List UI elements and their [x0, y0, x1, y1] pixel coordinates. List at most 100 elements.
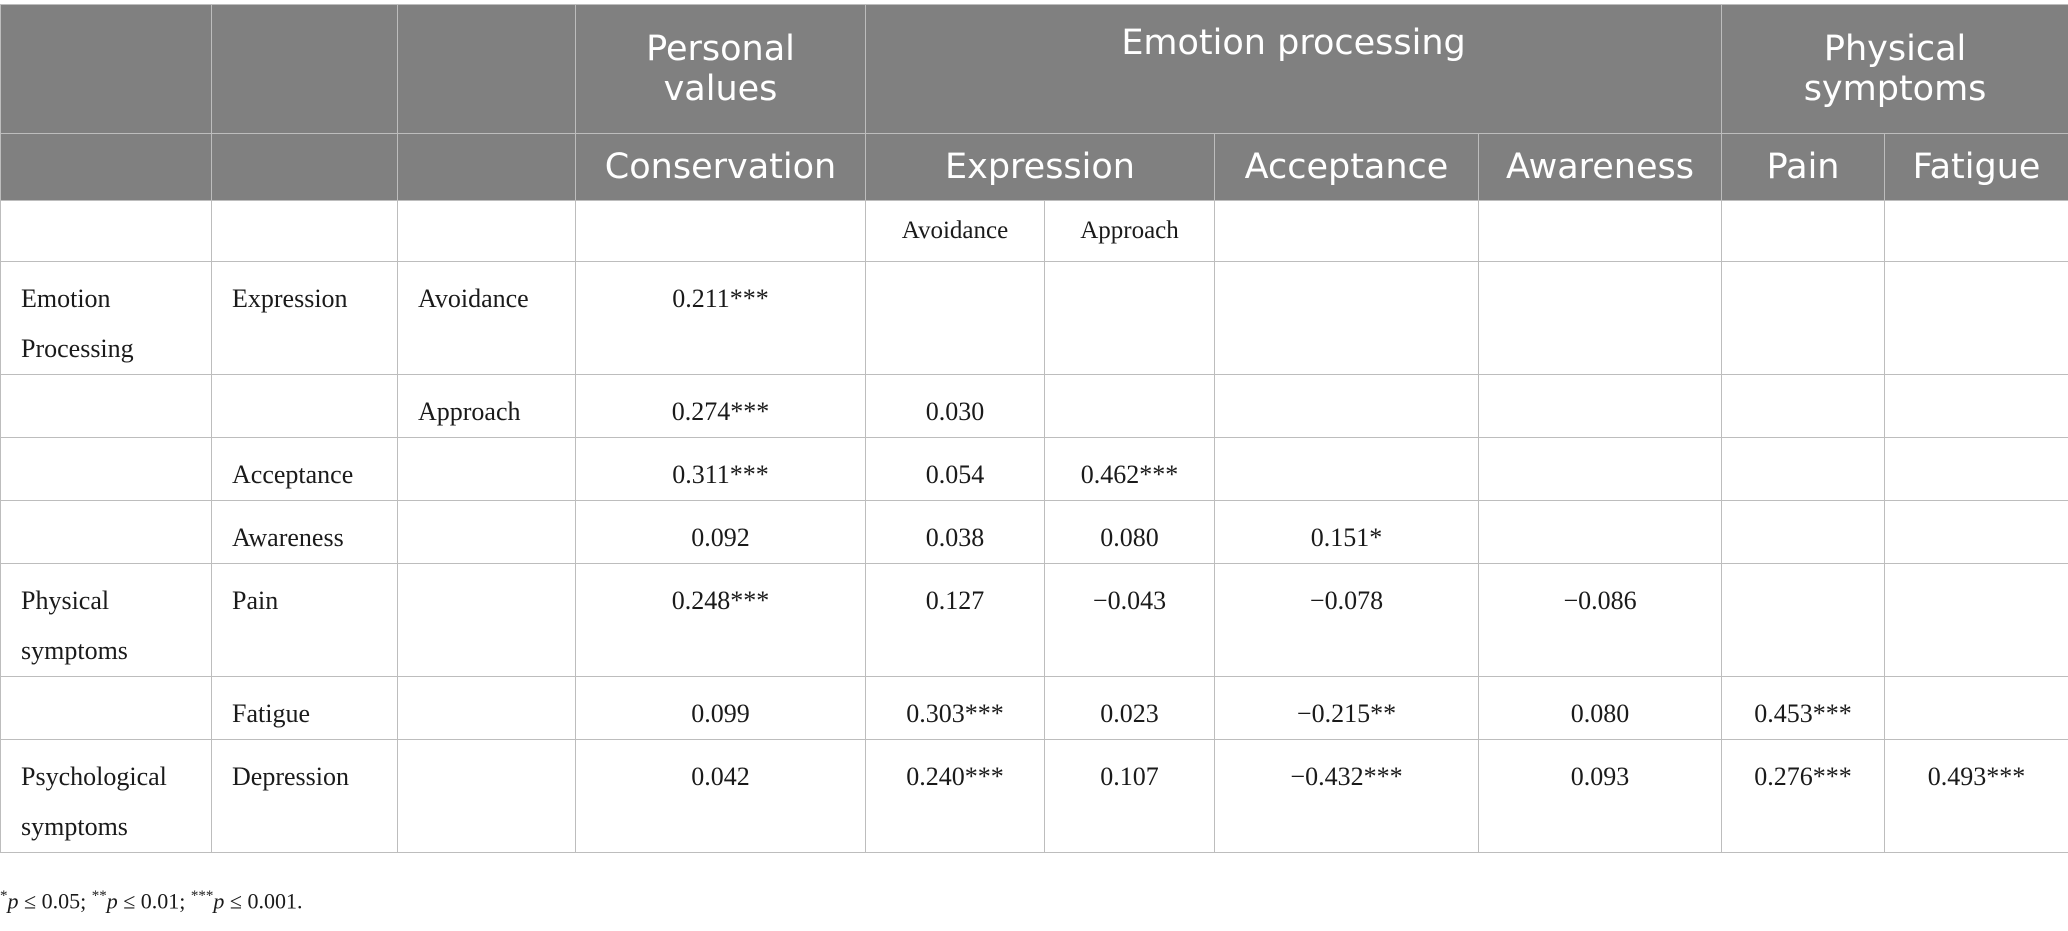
value-cell	[1884, 437, 2068, 501]
cell	[1721, 200, 1886, 262]
value-cell	[1477, 261, 1723, 375]
value-cell: 0.276***	[1721, 739, 1886, 853]
value-cell: 0.023	[1044, 676, 1215, 740]
value-cell: 0.211***	[575, 261, 866, 375]
row-sub-label	[397, 437, 576, 501]
cell	[211, 200, 398, 262]
row-scale-label: Fatigue	[211, 676, 398, 740]
row-scale-label	[211, 374, 398, 438]
cell	[397, 200, 576, 262]
value-cell: 0.248***	[575, 563, 866, 677]
table-row: Fatigue 0.099 0.303*** 0.023 −0.215** 0.…	[0, 676, 2068, 740]
header-empty	[0, 4, 212, 134]
table-row: Approach 0.274*** 0.030	[0, 374, 2068, 438]
value-cell: −0.043	[1044, 563, 1215, 677]
row-scale-label: Acceptance	[211, 437, 398, 501]
value-cell	[1044, 261, 1215, 375]
row-sub-label	[397, 739, 576, 853]
header-acceptance: Acceptance	[1214, 133, 1479, 201]
row-group-label	[0, 500, 212, 564]
header-empty	[0, 133, 212, 201]
header-awareness: Awareness	[1477, 133, 1723, 201]
value-cell: 0.093	[1477, 739, 1723, 853]
row-scale-label: Depression	[211, 739, 398, 853]
value-cell	[1884, 500, 2068, 564]
header-pain: Pain	[1721, 133, 1886, 201]
cell	[0, 200, 212, 262]
value-cell	[1884, 676, 2068, 740]
row-group-label	[0, 374, 212, 438]
value-cell	[1721, 374, 1886, 438]
value-cell	[1477, 500, 1723, 564]
value-cell: 0.493***	[1884, 739, 2068, 853]
subheader-row: Avoidance Approach	[0, 200, 2068, 262]
value-cell	[1884, 563, 2068, 677]
cell	[1214, 200, 1479, 262]
value-cell	[1884, 374, 2068, 438]
row-sub-label	[397, 563, 576, 677]
table-header: Personal values Emotion processing Physi…	[0, 4, 2068, 201]
row-sub-label	[397, 500, 576, 564]
value-cell: 0.030	[865, 374, 1045, 438]
value-cell: 0.080	[1477, 676, 1723, 740]
row-group-label: Physical symptoms	[0, 563, 212, 677]
value-cell	[1884, 261, 2068, 375]
table-row: Physical symptoms Pain 0.248*** 0.127 −0…	[0, 563, 2068, 677]
row-scale-label: Expression	[211, 261, 398, 375]
subheader-avoidance: Avoidance	[865, 200, 1045, 262]
cell	[1884, 200, 2068, 262]
value-cell	[1214, 261, 1479, 375]
value-cell	[1214, 374, 1479, 438]
value-cell: 0.274***	[575, 374, 866, 438]
row-scale-label: Pain	[211, 563, 398, 677]
value-cell	[1214, 437, 1479, 501]
table-footnote: *p ≤ 0.05; **p ≤ 0.01; ***p ≤ 0.001.	[0, 888, 303, 914]
value-cell: −0.432***	[1214, 739, 1479, 853]
value-cell	[1721, 261, 1886, 375]
table-row: Psychological symptoms Depression 0.042 …	[0, 739, 2068, 853]
value-cell	[865, 261, 1045, 375]
value-cell: 0.311***	[575, 437, 866, 501]
header-empty	[397, 4, 576, 134]
value-cell	[1721, 563, 1886, 677]
table-row: Acceptance 0.311*** 0.054 0.462***	[0, 437, 2068, 501]
header-fatigue: Fatigue	[1884, 133, 2068, 201]
header-empty	[397, 133, 576, 201]
row-group-label	[0, 437, 212, 501]
row-group-label	[0, 676, 212, 740]
value-cell	[1477, 374, 1723, 438]
value-cell: −0.078	[1214, 563, 1479, 677]
correlation-table: Personal values Emotion processing Physi…	[0, 4, 2068, 853]
header-physical-symptoms: Physical symptoms	[1721, 4, 2068, 134]
value-cell: 0.092	[575, 500, 866, 564]
value-cell	[1721, 437, 1886, 501]
value-cell: 0.107	[1044, 739, 1215, 853]
value-cell: 0.151*	[1214, 500, 1479, 564]
value-cell	[1721, 500, 1886, 564]
value-cell: 0.303***	[865, 676, 1045, 740]
value-cell: 0.042	[575, 739, 866, 853]
subheader-approach: Approach	[1044, 200, 1215, 262]
cell	[575, 200, 866, 262]
table-row: Emotion Processing Expression Avoidance …	[0, 261, 2068, 375]
row-sub-label	[397, 676, 576, 740]
table-row: Awareness 0.092 0.038 0.080 0.151*	[0, 500, 2068, 564]
value-cell: 0.038	[865, 500, 1045, 564]
value-cell	[1477, 437, 1723, 501]
header-expression: Expression	[865, 133, 1215, 201]
value-cell: −0.086	[1477, 563, 1723, 677]
header-empty	[211, 133, 398, 201]
cell	[1477, 200, 1723, 262]
header-conservation: Conservation	[575, 133, 866, 201]
value-cell: 0.453***	[1721, 676, 1886, 740]
value-cell: 0.054	[865, 437, 1045, 501]
header-personal-values: Personal values	[575, 4, 866, 134]
header-empty	[211, 4, 398, 134]
value-cell: 0.240***	[865, 739, 1045, 853]
value-cell: −0.215**	[1214, 676, 1479, 740]
row-group-label: Emotion Processing	[0, 261, 212, 375]
row-sub-label: Avoidance	[397, 261, 576, 375]
value-cell: 0.099	[575, 676, 866, 740]
row-sub-label: Approach	[397, 374, 576, 438]
row-group-label: Psychological symptoms	[0, 739, 212, 853]
